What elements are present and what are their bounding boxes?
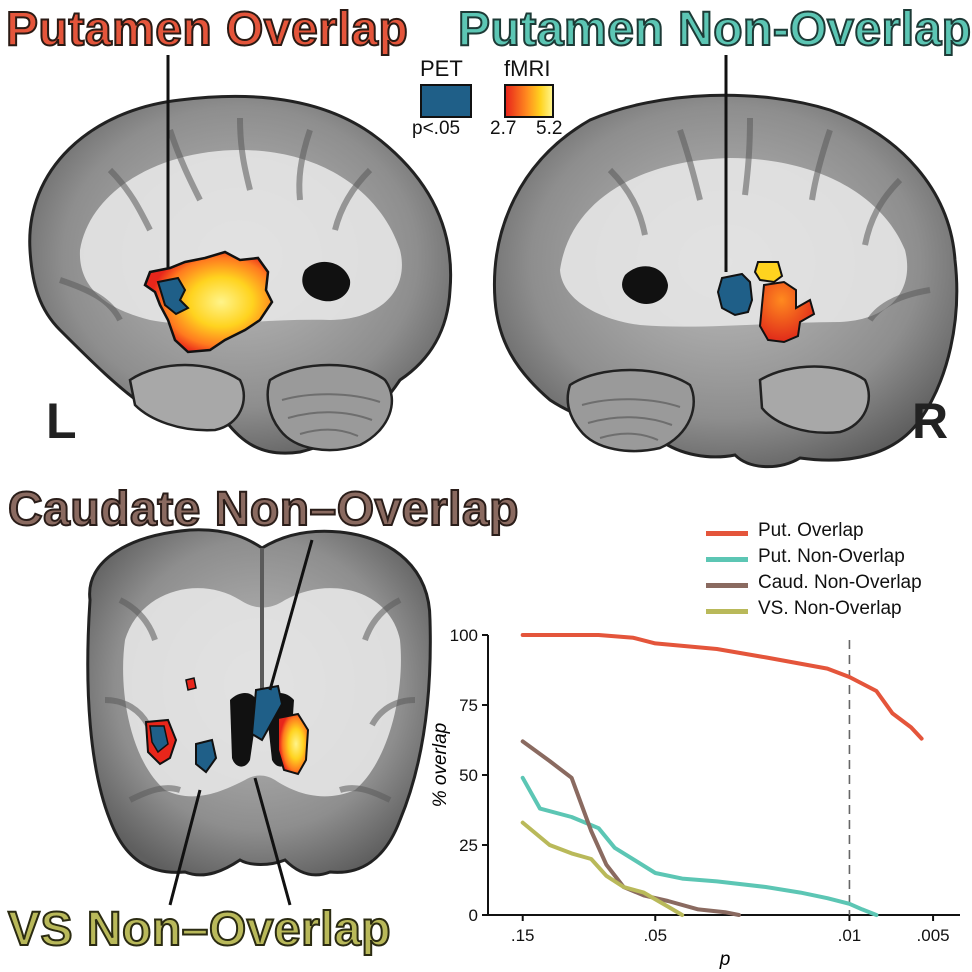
- right-hemisphere-label: R: [912, 393, 949, 449]
- fmri-activation-coronal-right: [277, 712, 310, 776]
- fmri-legend-label: fMRI: [504, 56, 551, 81]
- coronal-slice: [86, 528, 432, 906]
- legend-label: Put. Overlap: [758, 520, 864, 541]
- pet-cluster-vs-left: [195, 738, 218, 774]
- caudate-non-overlap-title: Caudate Non–Overlap: [7, 483, 519, 536]
- right-sagittal-slice: [492, 55, 959, 469]
- fmri-activation-right-top: [753, 261, 784, 284]
- y-tick-label: 75: [459, 696, 478, 715]
- series-line: [520, 633, 924, 741]
- vs-non-overlap-title: VS Non–Overlap: [7, 903, 392, 956]
- fmri-activation-left: [143, 250, 274, 354]
- y-tick-label: 100: [450, 626, 478, 645]
- series-line: [520, 820, 685, 917]
- x-tick-label: .005: [917, 926, 950, 945]
- left-sagittal-slice: [28, 55, 453, 455]
- legend-label: VS. Non-Overlap: [758, 598, 902, 619]
- y-tick-label: 0: [469, 906, 478, 925]
- pet-cluster-coronal-left: [149, 725, 169, 754]
- legend-item: VS. Non-Overlap: [706, 598, 966, 624]
- pet-cluster-left: [156, 276, 190, 316]
- legend-item: Caud. Non-Overlap: [706, 572, 966, 598]
- legend-swatch: [706, 583, 748, 588]
- fmri-activation-right: [758, 280, 816, 344]
- x-axis-label: p: [719, 949, 731, 970]
- left-hemisphere-label: L: [46, 393, 77, 449]
- pet-legend-label: PET: [420, 56, 463, 81]
- legend-label: Put. Non-Overlap: [758, 546, 905, 567]
- legend-label: Caud. Non-Overlap: [758, 572, 922, 593]
- fmri-min-label: 2.7: [490, 118, 517, 139]
- putamen-overlap-title: Putamen Overlap: [5, 3, 409, 56]
- series-line: [520, 775, 879, 917]
- y-tick-label: 50: [459, 766, 478, 785]
- x-tick-label: .15: [511, 926, 535, 945]
- x-tick-label: .05: [643, 926, 667, 945]
- chart-axes: 100 75 50 25 0 .15 .05 .01 .005: [450, 626, 960, 945]
- y-axis-label: % overlap: [430, 723, 451, 808]
- overlap-line-chart: 100 75 50 25 0 .15 .05 .01 .005 % overlap p: [430, 626, 960, 970]
- chart-legend: Put. Overlap Put. Non-Overlap Caud. Non-…: [706, 520, 966, 624]
- legend-item: Put. Overlap: [706, 520, 966, 546]
- chart-series: [520, 633, 924, 917]
- legend-swatch: [706, 609, 748, 614]
- fmri-max-label: 5.2: [536, 118, 563, 139]
- pet-threshold-label: p<.05: [412, 118, 461, 139]
- pet-cluster-caudate: [250, 684, 284, 742]
- legend-item: Put. Non-Overlap: [706, 546, 966, 572]
- x-tick-label: .01: [838, 926, 862, 945]
- legend-swatch: [706, 557, 748, 562]
- putamen-non-overlap-title: Putamen Non-Overlap: [457, 3, 972, 56]
- legend-swatch: [706, 531, 748, 536]
- y-tick-label: 25: [459, 836, 478, 855]
- pet-color-swatch: [420, 84, 472, 118]
- pet-cluster-right: [716, 272, 754, 317]
- fmri-colorbar: [504, 84, 554, 118]
